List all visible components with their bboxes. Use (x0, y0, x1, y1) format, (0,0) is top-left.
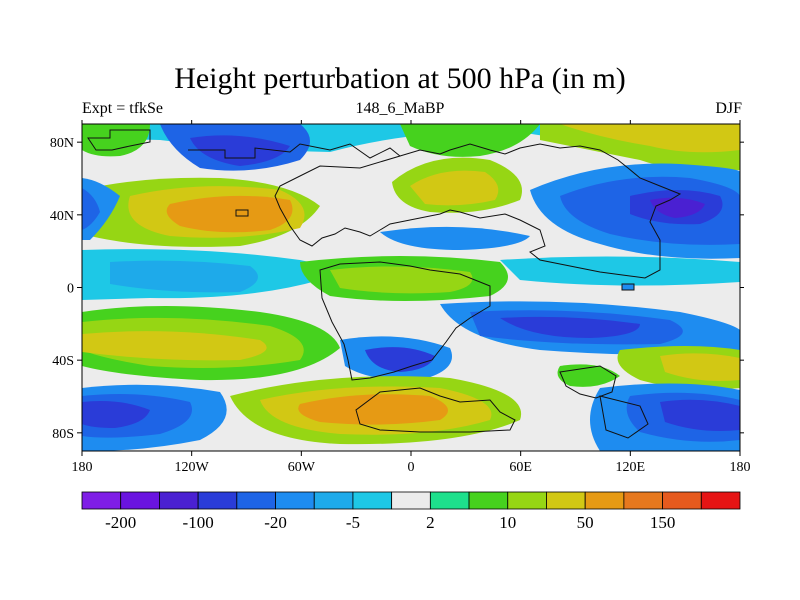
colorbar-label: -200 (105, 513, 136, 532)
colorbar-swatch (352, 491, 393, 510)
coastline-outline (87, 129, 682, 439)
colorbar-swatch (236, 491, 276, 510)
x-tick-label: 0 (408, 460, 415, 475)
colorbar-swatch (700, 491, 741, 510)
y-tick-label: 80S (52, 427, 74, 442)
x-tick-label: 120E (616, 460, 646, 475)
colorbar-swatch (507, 491, 547, 510)
colorbar-label: 10 (499, 513, 516, 532)
colorbar-label: 50 (577, 513, 594, 532)
x-tick-label: 60W (288, 460, 316, 475)
colorbar-swatch (275, 491, 315, 510)
colorbar-swatch (468, 491, 509, 510)
colorbar-label: -100 (183, 513, 214, 532)
experiment-label: Expt = tfkSe (82, 100, 164, 117)
colorbar-swatch (662, 491, 702, 510)
colorbar-swatch (429, 491, 470, 510)
x-tick-label: 180 (730, 460, 751, 475)
colorbar-label: 150 (650, 513, 676, 532)
y-tick-label: 0 (67, 282, 74, 297)
map-axes: 180 120W 60W 0 60E 120E 180 80N 40N 0 40S 80S (50, 120, 751, 475)
colorbar-label: 2 (426, 513, 435, 532)
height-perturbation-field (82, 124, 740, 451)
colorbar-swatch (391, 491, 431, 510)
x-tick-label: 180 (72, 460, 93, 475)
colorbar-swatch (197, 491, 238, 510)
colorbar-swatch (159, 491, 199, 510)
colorbar-swatch (584, 491, 625, 510)
x-tick-label: 120W (175, 460, 210, 475)
colorbar-swatch (623, 491, 663, 510)
season-label: DJF (715, 100, 742, 117)
x-tick-label: 60E (509, 460, 532, 475)
y-tick-label: 40N (50, 209, 74, 224)
colorbar-swatch (81, 491, 122, 510)
colorbar-label: -20 (264, 513, 287, 532)
y-tick-label: 80N (50, 136, 74, 151)
colorbar-swatch (546, 491, 586, 510)
case-label: 148_6_MaBP (355, 100, 445, 117)
plot-title: Height perturbation at 500 hPa (in m) (174, 62, 626, 95)
colorbar-label: -5 (346, 513, 360, 532)
colorbar-swatch (120, 491, 160, 510)
colorbar-swatch (313, 491, 354, 510)
colorbar: -200 -100 -20 -5 2 10 50 150 (81, 491, 741, 532)
y-tick-label: 40S (52, 354, 74, 369)
